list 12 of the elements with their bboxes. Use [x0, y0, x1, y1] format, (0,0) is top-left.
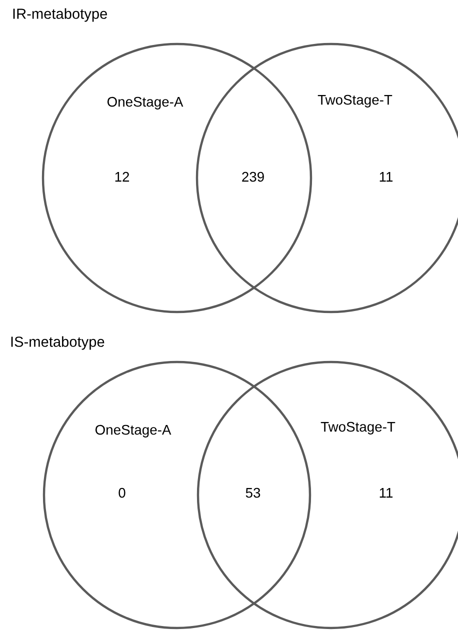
data-label: 239 — [242, 172, 264, 182]
data-label: 0 — [118, 488, 126, 498]
data-label: 11 — [380, 488, 393, 498]
text: IR-metabotype — [13, 8, 107, 22]
text: IS-metabotype — [11, 336, 104, 350]
data-label: 12 — [115, 172, 130, 182]
category-label: OneStage-A — [95, 424, 172, 438]
category-label: OneStage-A — [107, 96, 184, 110]
data-label: 53 — [246, 488, 260, 498]
category-label: TwoStage-T — [318, 94, 392, 108]
category-label: TwoStage-T — [320, 422, 396, 434]
data-label: 11 — [380, 172, 393, 182]
